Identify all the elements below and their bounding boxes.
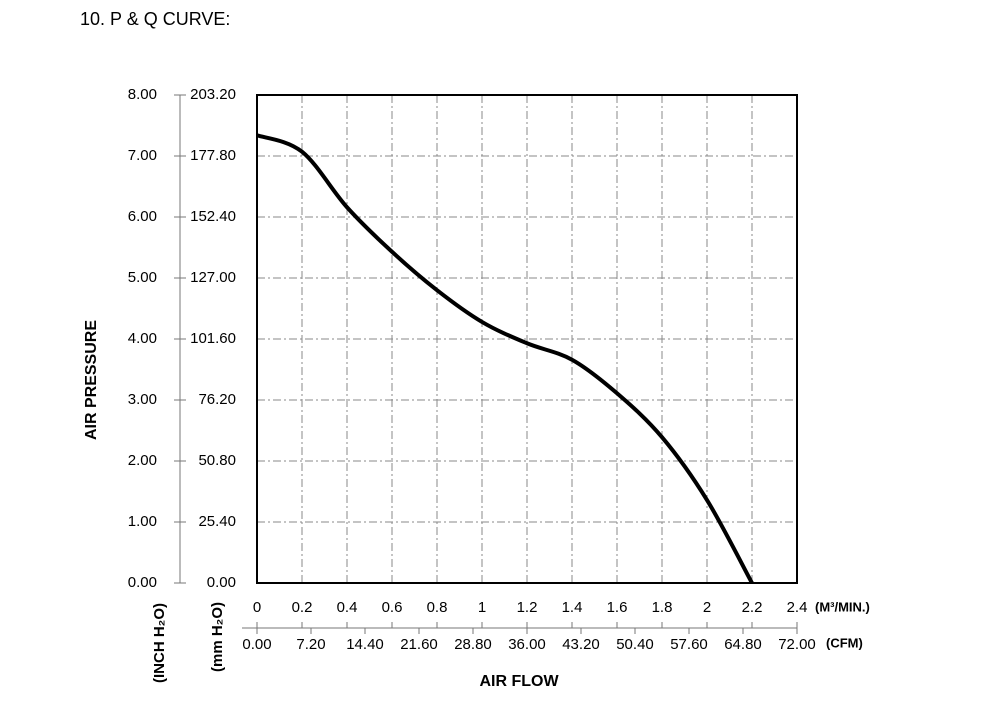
- y-tick-label: 4.00: [128, 330, 157, 347]
- x-tick-label: 1.8: [652, 599, 673, 616]
- x2-tick-label: 7.20: [296, 636, 325, 653]
- y2-unit: (mm H₂O): [209, 602, 226, 672]
- x2-tick-label: 72.00: [778, 636, 816, 653]
- y-tick-label: 7.00: [128, 147, 157, 164]
- y2-tick-label: 25.40: [198, 513, 236, 530]
- y-tick-label: 2.00: [128, 452, 157, 469]
- y2-tick-label: 101.60: [190, 330, 236, 347]
- x2-tick-label: 14.40: [346, 636, 384, 653]
- x2-tick-label: 28.80: [454, 636, 492, 653]
- y2-tick-label: 203.20: [190, 86, 236, 103]
- x-tick-label: 0: [253, 599, 261, 616]
- y-tick-label: 1.00: [128, 513, 157, 530]
- x-axis-title: AIR FLOW: [479, 673, 559, 690]
- y-tick-label: 5.00: [128, 269, 157, 286]
- x2-tick-label: 43.20: [562, 636, 600, 653]
- x2-tick-label: 21.60: [400, 636, 438, 653]
- x-tick-label: 1.4: [562, 599, 583, 616]
- x2-tick-label: 50.40: [616, 636, 654, 653]
- x-tick-label: 0.4: [337, 599, 358, 616]
- x-tick-label: 0.6: [382, 599, 403, 616]
- curve: [256, 133, 754, 584]
- x2-tick-label: 36.00: [508, 636, 546, 653]
- y2-tick-label: 76.20: [198, 391, 236, 408]
- x-tick-label: 2.2: [742, 599, 763, 616]
- x-tick-label: 0.2: [292, 599, 313, 616]
- y-tick-label: 8.00: [128, 86, 157, 103]
- x-tick-label: 2: [703, 599, 711, 616]
- x2-tick-label: 64.80: [724, 636, 762, 653]
- y2-tick-label: 0.00: [207, 574, 236, 591]
- x2-tick-label: 57.60: [670, 636, 708, 653]
- chart-title: 10. P & Q CURVE:: [80, 9, 230, 29]
- x-tick-label: 2.4: [787, 599, 808, 616]
- plot-frame: [256, 94, 798, 584]
- y2-tick-label: 177.80: [190, 147, 236, 164]
- x-tick-label: 1.2: [517, 599, 538, 616]
- x-tick-label: 1.6: [607, 599, 628, 616]
- y-tick-label: 3.00: [128, 391, 157, 408]
- y2-tick-label: 50.80: [198, 452, 236, 469]
- x-tick-label: 1: [478, 599, 486, 616]
- y2-tick-label: 152.40: [190, 208, 236, 225]
- x2-unit: (CFM): [826, 635, 863, 650]
- x-tick-label: 0.8: [427, 599, 448, 616]
- x2-tick-label: 0.00: [242, 636, 271, 653]
- y2-tick-label: 127.00: [190, 269, 236, 286]
- x-unit: (M³/MIN.): [815, 599, 870, 614]
- y-tick-label: 0.00: [128, 574, 157, 591]
- y-unit: (INCH H₂O): [151, 603, 168, 683]
- y-tick-label: 6.00: [128, 208, 157, 225]
- y-axis-title: AIR PRESSURE: [83, 320, 100, 440]
